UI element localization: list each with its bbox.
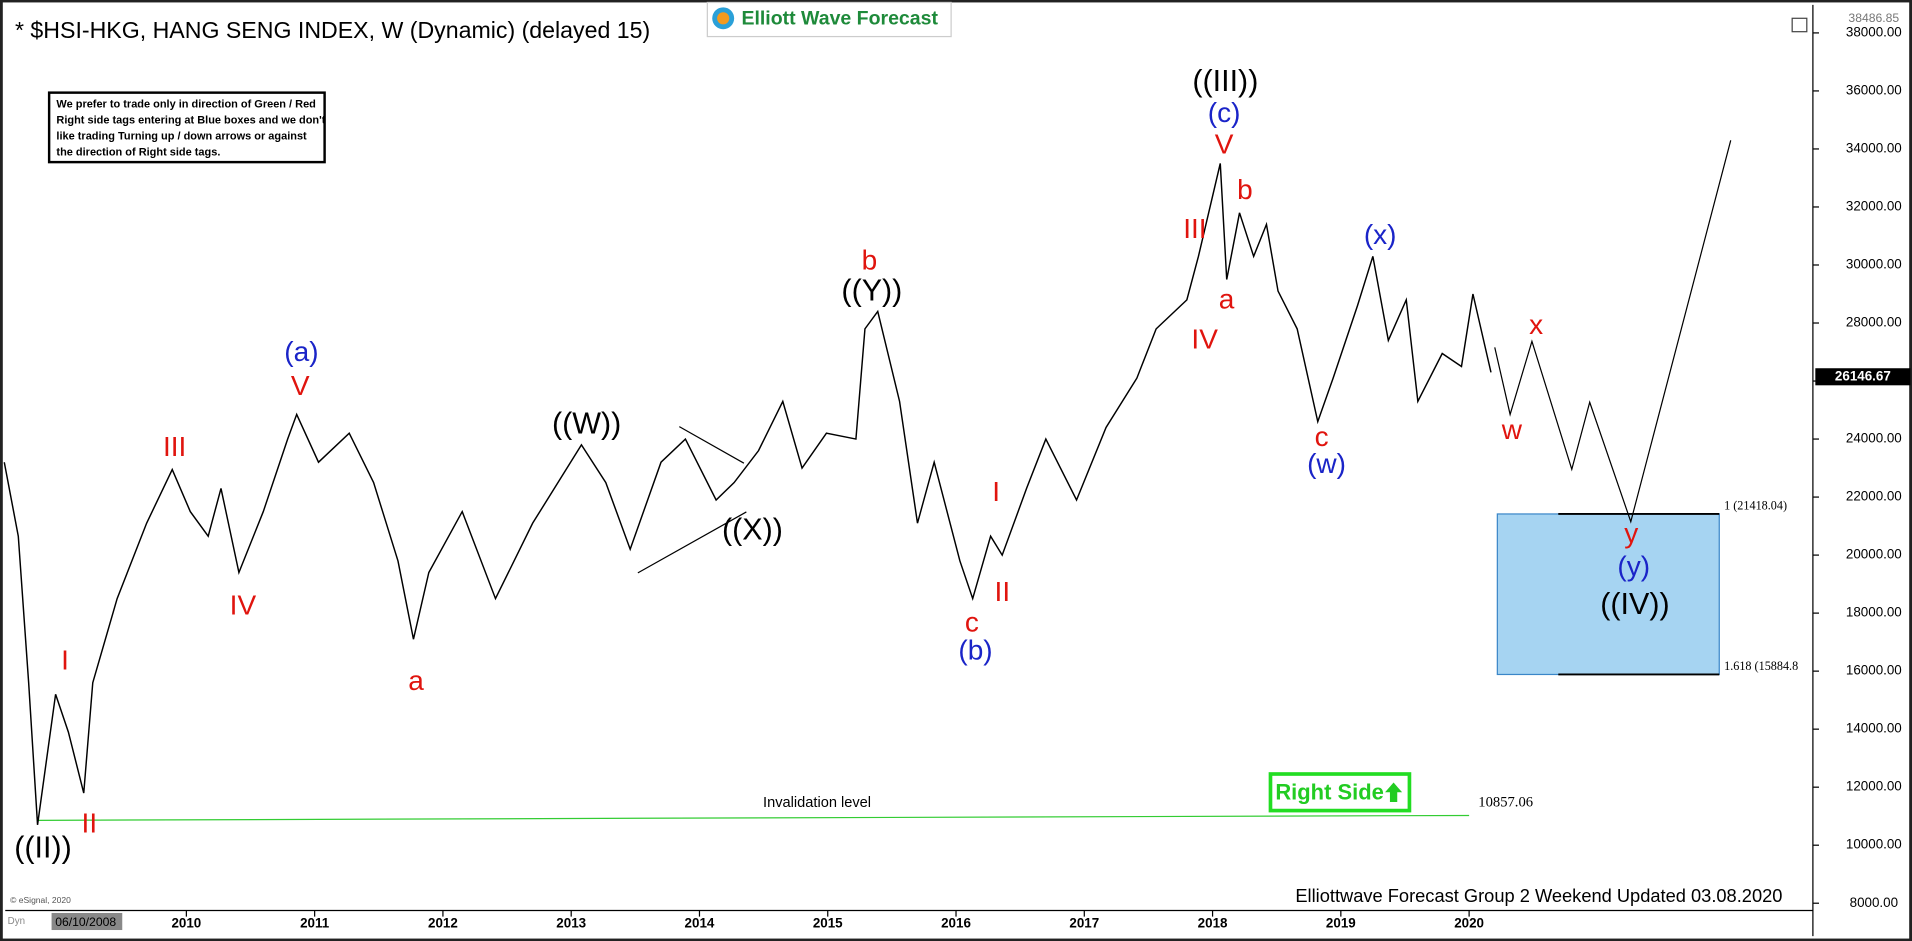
wave-label: c xyxy=(1315,421,1329,452)
wave-label: ((III)) xyxy=(1192,64,1258,98)
y-tick-label: 38000.00 xyxy=(1846,24,1902,39)
y-tick-label: 8000.00 xyxy=(1850,895,1898,910)
y-tick-label: 10000.00 xyxy=(1846,837,1902,852)
x-tick-label: 2014 xyxy=(685,915,715,930)
logo-text: Elliott Wave Forecast xyxy=(741,8,938,30)
note-line: the direction of Right side tags. xyxy=(56,146,220,158)
wave-label: IV xyxy=(1191,324,1218,355)
wave-label: II xyxy=(995,576,1011,607)
last-price-box xyxy=(1815,368,1911,386)
wave-label: (c) xyxy=(1208,97,1241,128)
y-tick-label: 12000.00 xyxy=(1846,779,1902,794)
y-tick-label: 20000.00 xyxy=(1846,547,1902,562)
x-tick-label: 2013 xyxy=(556,915,586,930)
note-box xyxy=(47,91,326,164)
target-box xyxy=(1496,513,1720,676)
note-line: like trading Turning up / down arrows or… xyxy=(56,130,307,142)
invalidation-label: Invalidation level xyxy=(763,795,871,811)
target-bottom-label: 1.618 (15884.8 xyxy=(1724,659,1798,673)
date-box xyxy=(51,912,123,931)
wave-label: b xyxy=(1237,174,1253,205)
wave-label: ((II)) xyxy=(14,831,72,865)
wave-label: a xyxy=(1219,283,1235,314)
y-tick-label: 22000.00 xyxy=(1846,489,1902,504)
triangle-line xyxy=(679,426,745,464)
x-tick-label: 2019 xyxy=(1326,915,1356,930)
triangle-line xyxy=(637,511,747,574)
wave-label: (w) xyxy=(1307,448,1346,479)
invalidation-value: 10857.06 xyxy=(1478,795,1533,811)
note: We prefer to trade only in direction of … xyxy=(56,99,325,159)
start-date: 06/10/2008 xyxy=(55,915,116,929)
up-arrow-icon xyxy=(1385,782,1403,803)
x-tick-label: 2010 xyxy=(171,915,201,930)
wave-label: x xyxy=(1529,309,1543,340)
y-tick-label: 24000.00 xyxy=(1846,431,1902,446)
y-tick-label: 18000.00 xyxy=(1846,605,1902,620)
wave-label: V xyxy=(291,370,310,401)
wave-label: V xyxy=(1215,129,1234,160)
y-tick-label: 30000.00 xyxy=(1846,257,1902,272)
y-tick-label: 32000.00 xyxy=(1846,199,1902,214)
invalidation-line xyxy=(37,814,1470,821)
x-tick-label: 2018 xyxy=(1198,915,1228,930)
copyright: © eSignal, 2020 xyxy=(10,895,71,905)
x-tick-label: 2011 xyxy=(300,915,330,930)
logo-box xyxy=(706,1,952,38)
wave-label: y xyxy=(1624,518,1638,549)
wave-label: IV xyxy=(230,589,257,620)
wave-label: ((W)) xyxy=(552,406,621,440)
wave-label: w xyxy=(1501,414,1523,445)
window-icon[interactable] xyxy=(1791,17,1808,33)
wave-label: III xyxy=(1183,213,1206,244)
dyn: Dyn xyxy=(8,916,25,927)
wave-label: (x) xyxy=(1364,219,1397,250)
wave-label: (a) xyxy=(284,336,318,367)
y-tick-label: 14000.00 xyxy=(1846,721,1902,736)
x-tick-label: 2020 xyxy=(1454,915,1484,930)
target-top-label: 1 (21418.04) xyxy=(1724,498,1787,512)
y-tick-label: 28000.00 xyxy=(1846,315,1902,330)
wave-label: I xyxy=(61,644,69,675)
wave-label: a xyxy=(408,665,424,696)
y-tick-label: 34000.00 xyxy=(1846,140,1902,155)
wave-label: ((Y)) xyxy=(841,274,902,308)
footer: Elliottwave Forecast Group 2 Weekend Upd… xyxy=(1295,885,1782,906)
x-tick-label: 2012 xyxy=(428,915,458,930)
wave-label: (b) xyxy=(958,635,992,666)
wave-label: b xyxy=(862,244,878,275)
wave-label: ((IV)) xyxy=(1600,587,1669,621)
right-side-text: Right Side xyxy=(1275,779,1383,804)
last-price-label: 26146.67 xyxy=(1835,368,1891,383)
logo-icon xyxy=(717,12,730,25)
wave-label: (y) xyxy=(1617,550,1650,581)
x-tick-label: 2015 xyxy=(813,915,843,930)
x-tick-label: 2016 xyxy=(941,915,971,930)
wave-label: c xyxy=(965,606,979,637)
y-tick-label: 16000.00 xyxy=(1846,663,1902,678)
note-line: Right side tags entering at Blue boxes a… xyxy=(56,115,325,127)
price-line xyxy=(3,163,1492,825)
note-line: We prefer to trade only in direction of … xyxy=(56,99,315,111)
chart-title: * $HSI-HKG, HANG SENG INDEX, W (Dynamic)… xyxy=(15,17,650,43)
x-tick-label: 2017 xyxy=(1069,915,1099,930)
wave-label: ((X)) xyxy=(722,512,783,546)
high-label: 38486.85 xyxy=(1848,11,1899,25)
wave-label: III xyxy=(163,431,186,462)
y-tick-label: 36000.00 xyxy=(1846,82,1902,97)
wave-label: I xyxy=(992,476,1000,507)
wave-label: II xyxy=(82,808,98,839)
price-line xyxy=(1494,140,1732,524)
